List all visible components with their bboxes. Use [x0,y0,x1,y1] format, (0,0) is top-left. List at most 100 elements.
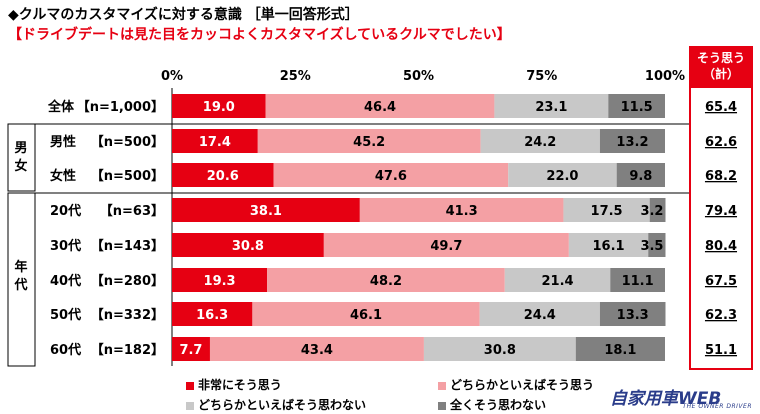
bar-segment [172,337,210,361]
data-label: 11.1 [622,274,654,289]
bar-segment [649,198,666,222]
bar-segment [172,198,360,222]
x-tick-label: 75% [526,69,557,84]
bar-segment [172,302,253,326]
bar-segment [599,129,665,153]
data-label: 13.3 [617,308,649,323]
row-sample-size: 【n=63】 [100,203,164,219]
bar-segment [504,268,611,292]
bar-segment [267,268,505,292]
row-sample-size: 【n=182】 [91,342,164,358]
bar-segment [172,94,266,118]
row-label: 女性 [50,168,76,184]
legend-swatch-4 [438,401,446,410]
summary-header-line1: そう思う [696,51,745,65]
bar-segment [508,163,617,187]
data-label: 21.4 [541,274,573,289]
bar-segment [648,233,666,257]
summary-value: 62.6 [705,135,737,150]
data-label: 17.5 [591,204,623,219]
legend-item-2: どちらかといえばそう思う [438,376,594,393]
data-label: 16.3 [196,308,228,323]
row-sample-size: 【n=1,000】 [77,99,164,115]
row-sample-size: 【n=500】 [91,134,164,150]
brand-logo: 自家用車WEB THE OWNER DRIVER [610,384,756,412]
bar-segment [257,129,481,153]
legend-item-3: どちらかといえばそう思わない [186,396,366,413]
legend-swatch-3 [186,401,194,410]
row-label: 全体 [47,99,75,115]
logo-main-text: 自家用車WEB [610,389,722,409]
row-sample-size: 【n=280】 [91,273,164,289]
x-tick-label: 25% [280,69,311,84]
summary-value: 68.2 [705,169,737,184]
bar-segment [252,302,480,326]
legend-label-3: どちらかといえばそう思わない [198,398,367,412]
data-label: 24.4 [524,308,556,323]
bar-segment [323,233,569,257]
row-sample-size: 【n=143】 [91,238,164,254]
summary-header: そう思う （計） [690,46,752,88]
data-label: 46.4 [364,100,396,115]
row-label: 30代 [50,238,81,254]
bar-segment [494,94,609,118]
data-label: 18.1 [604,343,636,358]
legend-item-4: 全くそう思わない [438,396,546,413]
group-frame-gender [7,123,36,192]
bar-segment [599,302,666,326]
data-label: 11.5 [621,100,653,115]
bar-segment [172,233,324,257]
row-label: 男性 [50,134,76,150]
summary-column-frame [689,46,753,370]
data-label: 20.6 [207,169,239,184]
data-label: 47.6 [375,169,407,184]
data-label: 23.1 [535,100,567,115]
x-tick-label: 100% [645,69,685,84]
chart-title: ◆クルマのカスタマイズに対する意識 ［単一回答形式］ [8,7,359,23]
row-label: 60代 [50,342,81,358]
summary-value: 67.5 [705,274,737,289]
bar-segment [265,94,495,118]
legend-item-1: 非常にそう思う [186,376,282,393]
data-label: 3.2 [640,204,663,219]
row-label: 20代 [50,203,81,219]
bar-segment [172,129,258,153]
data-label: 48.2 [370,274,402,289]
group-label-gender: 男 [14,141,27,156]
data-label: 43.4 [301,343,333,358]
legend-label-4: 全くそう思わない [450,398,547,412]
data-label: 17.4 [199,135,231,150]
row-sample-size: 【n=332】 [91,307,164,323]
bar-segment [563,198,650,222]
legend-swatch-1 [186,381,194,390]
bar-segment [480,129,600,153]
data-label: 19.0 [203,100,235,115]
row-label: 50代 [50,307,81,323]
bar-segment [359,198,564,222]
data-label: 30.8 [484,343,516,358]
summary-value: 51.1 [705,343,737,358]
bar-segment [610,268,665,292]
legend-label-2: どちらかといえばそう思う [450,378,595,392]
data-label: 9.8 [629,169,652,184]
data-label: 24.2 [524,135,556,150]
bar-segment [209,337,424,361]
data-label: 22.0 [546,169,578,184]
group-label-gender: 女 [14,158,27,174]
legend-label-1: 非常にそう思う [198,378,282,392]
data-label: 46.1 [350,308,382,323]
chart-subtitle: 【ドライブデートは見た目をカッコよくカスタマイズしているクルマでしたい】 [8,27,511,43]
bar-segment [568,233,649,257]
group-label-age: 代 [13,277,27,293]
logo-sub-text: THE OWNER DRIVER [682,403,752,410]
summary-value: 65.4 [705,100,737,115]
row-sample-size: 【n=500】 [91,168,164,184]
data-label: 45.2 [353,135,385,150]
data-label: 49.7 [430,239,462,254]
data-label: 13.2 [616,135,648,150]
bar-segment [575,337,665,361]
x-tick-label: 50% [403,69,434,84]
summary-header-line2: （計） [702,67,739,81]
data-label: 41.3 [446,204,478,219]
